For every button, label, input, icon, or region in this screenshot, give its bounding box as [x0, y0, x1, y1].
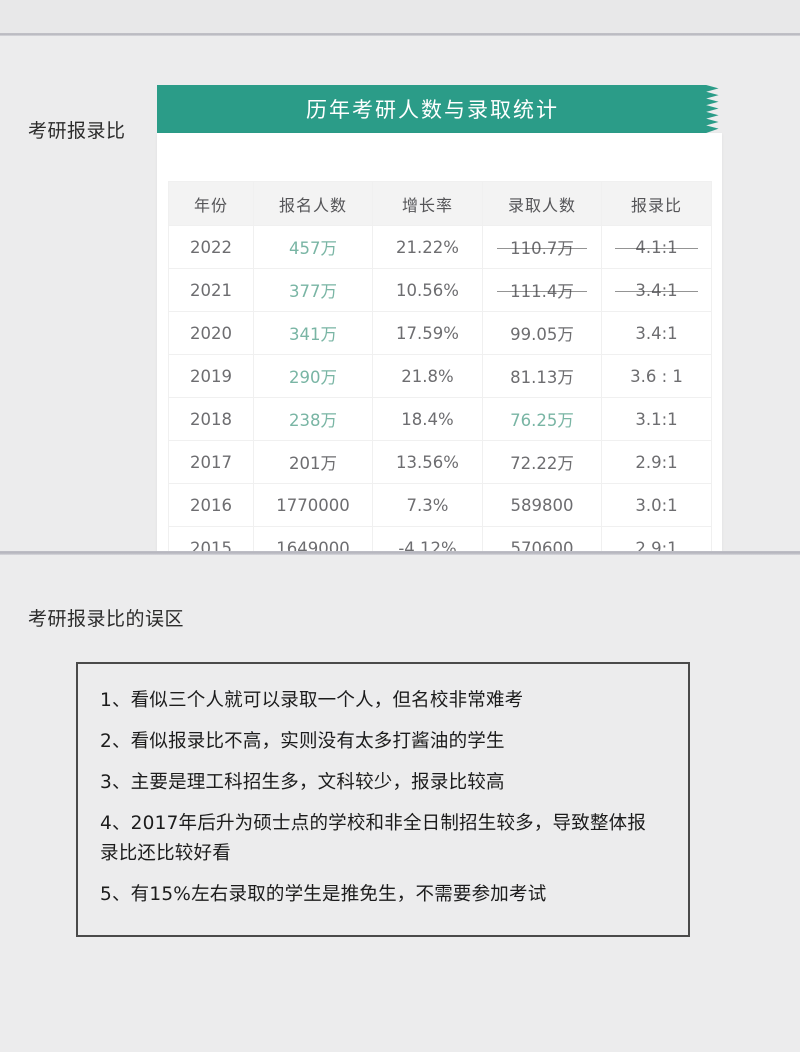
table-header-row: 年份 报名人数 增长率 录取人数 报录比	[168, 181, 712, 226]
section-admission-ratio: 考研报录比 历年考研人数与录取统计 年份 报名人数 增长率 录取人数 报录比 2…	[0, 36, 800, 570]
cell-growth: 13.56%	[372, 440, 483, 484]
misconception-item: 4、2017年后升为硕士点的学校和非全日制招生较多，导致整体报录比还比较好看	[100, 812, 647, 864]
cell-ratio: 3.6 : 1	[601, 354, 712, 398]
cell-applicants: 1770000	[253, 483, 373, 527]
cell-year: 2016	[168, 483, 254, 527]
cell-ratio: 3.0:1	[601, 483, 712, 527]
cell-ratio: 2.9:1	[601, 440, 712, 484]
cell-year: 2018	[168, 397, 254, 441]
cell-applicants: 201万	[253, 440, 373, 484]
statistics-card: 年份 报名人数 增长率 录取人数 报录比 2022 457万 21.22% 110.7…	[157, 133, 722, 570]
cell-admitted: 81.13万	[482, 354, 602, 398]
cell-applicants: 457万	[253, 225, 373, 269]
section-misconceptions: 考研报录比的误区 1、看似三个人就可以录取一个人，但名校非常难考 2、看似报录比不…	[0, 555, 800, 1052]
cell-admitted: 589800	[482, 483, 602, 527]
cell-year: 2022	[168, 225, 254, 269]
column-header-ratio: 报录比	[601, 181, 712, 226]
column-header-admitted: 录取人数	[482, 181, 602, 226]
table-row: 2017 201万 13.56% 72.22万 2.9:1	[168, 440, 712, 484]
cell-admitted: 110.7万	[482, 225, 602, 269]
misconceptions-list: 1、看似三个人就可以录取一个人，但名校非常难考 2、看似报录比不高，实则没有太多打…	[100, 686, 662, 910]
top-divider	[0, 33, 800, 36]
cell-year: 2017	[168, 440, 254, 484]
misconceptions-heading: 考研报录比的误区	[28, 608, 185, 630]
column-header-applicants: 报名人数	[253, 181, 373, 226]
cell-admitted: 111.4万	[482, 268, 602, 312]
cell-applicants: 341万	[253, 311, 373, 355]
cell-admitted: 76.25万	[482, 397, 602, 441]
cell-ratio: 4.1:1	[601, 225, 712, 269]
table-row: 2020 341万 17.59% 99.05万 3.4:1	[168, 311, 712, 355]
cell-applicants: 238万	[253, 397, 373, 441]
cell-growth: 7.3%	[372, 483, 483, 527]
cell-ratio: 3.4:1	[601, 268, 712, 312]
table-row: 2019 290万 21.8% 81.13万 3.6 : 1	[168, 354, 712, 398]
table-row: 2018 238万 18.4% 76.25万 3.1:1	[168, 397, 712, 441]
table-row: 2022 457万 21.22% 110.7万 4.1:1	[168, 225, 712, 269]
banner-background: 历年考研人数与录取统计	[157, 85, 719, 133]
cell-growth: 21.8%	[372, 354, 483, 398]
table-row: 2016 1770000 7.3% 589800 3.0:1	[168, 483, 712, 527]
cell-growth: 18.4%	[372, 397, 483, 441]
cell-applicants: 290万	[253, 354, 373, 398]
misconception-item: 3、主要是理工科招生多，文科较少，报录比较高	[100, 771, 505, 793]
table-row: 2021 377万 10.56% 111.4万 3.4:1	[168, 268, 712, 312]
banner-title: 历年考研人数与录取统计	[306, 98, 559, 122]
misconception-item: 5、有15%左右录取的学生是推免生，不需要参加考试	[100, 883, 547, 905]
cell-ratio: 3.1:1	[601, 397, 712, 441]
cell-year: 2019	[168, 354, 254, 398]
misconception-item: 2、看似报录比不高，实则没有太多打酱油的学生	[100, 730, 505, 752]
banner-ribbon: 历年考研人数与录取统计	[157, 85, 722, 133]
column-header-year: 年份	[168, 181, 254, 226]
cell-growth: 17.59%	[372, 311, 483, 355]
statistics-table: 年份 报名人数 增长率 录取人数 报录比 2022 457万 21.22% 110.7…	[168, 181, 712, 570]
cell-year: 2021	[168, 268, 254, 312]
cell-growth: 21.22%	[372, 225, 483, 269]
column-header-growth: 增长率	[372, 181, 483, 226]
cell-admitted: 72.22万	[482, 440, 602, 484]
section-divider	[0, 551, 800, 555]
cell-year: 2020	[168, 311, 254, 355]
cell-applicants: 377万	[253, 268, 373, 312]
misconceptions-box: 1、看似三个人就可以录取一个人，但名校非常难考 2、看似报录比不高，实则没有太多打…	[76, 662, 690, 937]
cell-admitted: 99.05万	[482, 311, 602, 355]
cell-growth: 10.56%	[372, 268, 483, 312]
misconception-item: 1、看似三个人就可以录取一个人，但名校非常难考	[100, 690, 524, 711]
cell-ratio: 3.4:1	[601, 311, 712, 355]
section-side-label: 考研报录比	[28, 120, 126, 142]
